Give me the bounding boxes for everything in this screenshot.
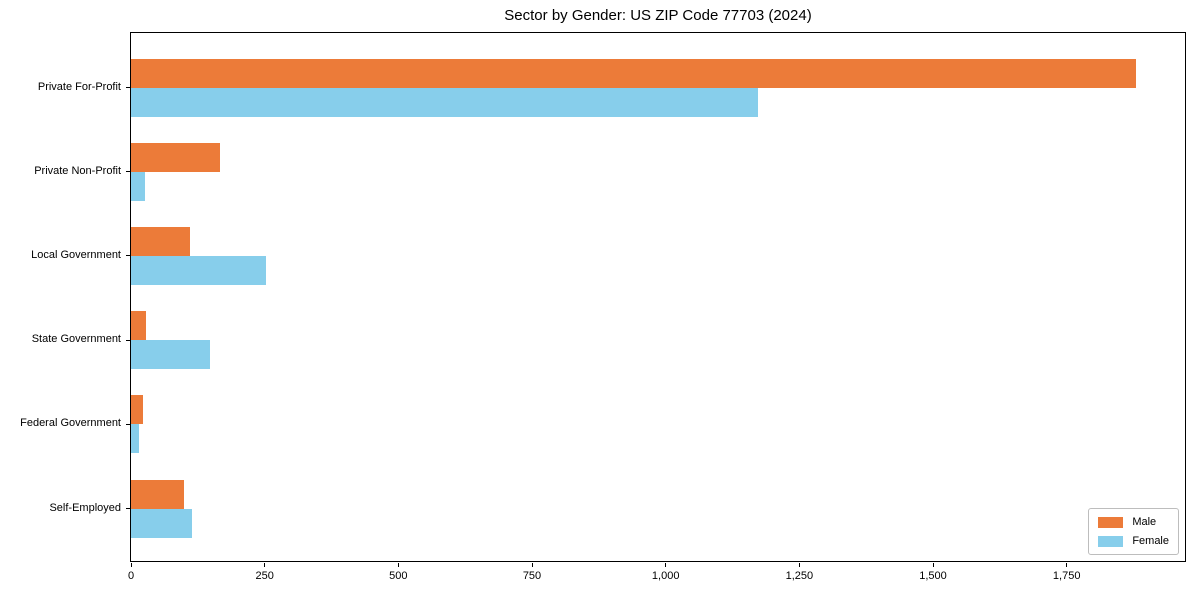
x-tick [798, 563, 800, 567]
x-tick-label-750: 750 [522, 570, 542, 582]
y-tick-label-local-government: Local Government [31, 248, 121, 261]
x-tick [130, 563, 132, 567]
y-tick [126, 423, 130, 425]
x-tick [1066, 563, 1068, 567]
legend-label-female: Female [1132, 535, 1169, 547]
bar-female-private-for-profit [131, 87, 758, 117]
x-tick [264, 563, 266, 567]
x-tick-label-0: 0 [127, 570, 135, 582]
x-tick-label-1000: 1,000 [651, 570, 680, 582]
x-tick-label-1250: 1,250 [785, 570, 814, 582]
legend-swatch-female [1098, 535, 1124, 547]
bar-male-state-government [131, 311, 146, 341]
bar-male-private-for-profit [131, 58, 1137, 88]
legend-item-female: Female [1098, 535, 1169, 547]
legend-label-male: Male [1132, 516, 1157, 528]
x-tick [397, 563, 399, 567]
x-tick [531, 563, 533, 567]
plot-area: 0 250 500 750 1,000 1,250 1,500 1,750 Male Femal… [126, 32, 1186, 582]
bar-female-local-government [131, 255, 266, 285]
x-tick-label-250: 250 [255, 570, 274, 582]
bar-male-federal-government [131, 395, 144, 425]
y-tick-label-private-non-profit: Private Non-Profit [34, 164, 121, 177]
y-tick-label-self-employed: Self-Employed [49, 501, 121, 514]
chart-title: Sector by Gender: US ZIP Code 77703 (202… [504, 7, 812, 24]
bar-female-private-non-profit [131, 171, 145, 201]
legend-item-male: Male [1098, 516, 1169, 528]
y-tick-label-private-for-profit: Private For-Profit [37, 80, 121, 93]
bar-male-private-non-profit [131, 142, 221, 172]
y-tick [126, 339, 130, 341]
y-tick [126, 87, 130, 88]
x-tick-label-1750: 1,750 [1052, 570, 1081, 582]
bar-male-local-government [131, 226, 191, 256]
legend-swatch-male [1098, 516, 1124, 528]
x-tick [665, 563, 667, 567]
y-tick [126, 171, 130, 173]
x-tick [932, 563, 934, 567]
bar-female-self-employed [131, 508, 193, 538]
x-tick-label-500: 500 [389, 570, 408, 582]
bar-male-self-employed [131, 479, 185, 509]
y-tick-label-state-government: State Government [31, 333, 121, 346]
bar-female-state-government [131, 340, 211, 370]
y-tick-label-federal-government: Federal Government [20, 417, 121, 430]
y-tick [126, 508, 130, 509]
y-tick [126, 255, 130, 257]
bar-female-federal-government [131, 424, 140, 454]
x-tick-label-1500: 1,500 [919, 570, 947, 582]
legend: Male Female [1088, 508, 1179, 555]
